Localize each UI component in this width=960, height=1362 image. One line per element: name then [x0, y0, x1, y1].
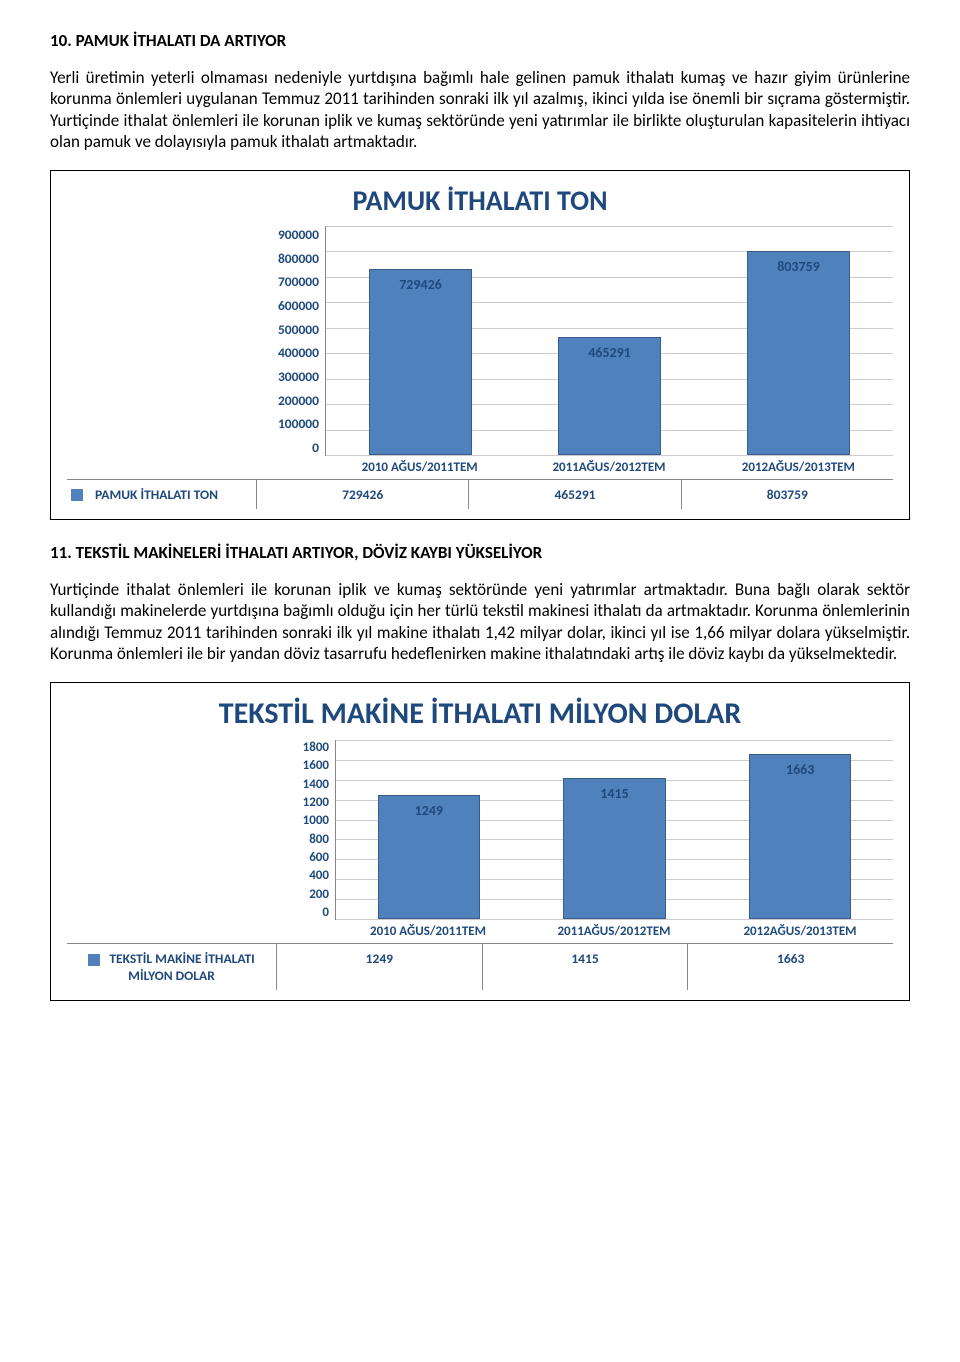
chart1-series-label: PAMUK İTHALATI TON: [67, 480, 257, 509]
chart2-yaxis: 1800 1600 1400 1200 1000 800 600 400 200 0: [285, 740, 335, 920]
ytick-label: 1200: [303, 795, 329, 810]
xtick-label: 2010 AĞUS/2011TEM: [335, 920, 521, 939]
ytick-label: 600000: [278, 297, 319, 314]
chart2-dt-2: 1663: [688, 944, 893, 990]
ytick-label: 600: [309, 850, 329, 865]
chart1-plot: 900000 800000 700000 600000 500000 400000 3000…: [265, 226, 893, 456]
xtick-label: 2012AĞUS/2013TEM: [707, 920, 893, 939]
bar: 803759: [747, 251, 851, 456]
gridline: [336, 919, 893, 920]
chart1-data-table: PAMUK İTHALATI TON 729426 465291 803759: [67, 479, 893, 509]
bar-cell: 803759: [704, 226, 893, 455]
bar-cell: 1249: [336, 740, 522, 919]
ytick-label: 1600: [303, 758, 329, 773]
xtick-label: 2012AĞUS/2013TEM: [704, 456, 893, 475]
bar-value-label: 729426: [370, 276, 472, 293]
ytick-label: 800: [309, 832, 329, 847]
chart1-title: PAMUK İTHALATI TON: [67, 183, 893, 218]
ytick-label: 100000: [278, 415, 319, 432]
bar: 729426: [369, 269, 473, 455]
bar: 1415: [563, 778, 665, 919]
chart2-legend-swatch: [88, 954, 100, 966]
ytick-label: 1400: [303, 777, 329, 792]
chart2-xaxis: 2010 AĞUS/2011TEM2011AĞUS/2012TEM2012AĞU…: [335, 920, 893, 939]
bar-cell: 729426: [326, 226, 515, 455]
bar-cell: 1415: [522, 740, 708, 919]
bar-value-label: 1415: [564, 785, 664, 802]
chart1-grid: 729426 465291 803759: [325, 226, 893, 456]
section10-paragraph: Yerli üretimin yeterli olmaması nedeniyl…: [50, 67, 910, 152]
chart1-dt-2: 803759: [682, 480, 893, 509]
bar-value-label: 1249: [379, 802, 479, 819]
chart2-container: TEKSTİL MAKİNE İTHALATI MİLYON DOLAR 180…: [50, 682, 910, 1001]
bar-cell: 1663: [707, 740, 893, 919]
bar-value-label: 465291: [559, 344, 661, 361]
ytick-label: 400: [309, 868, 329, 883]
chart1-legend-swatch: [71, 489, 83, 501]
bar: 1663: [749, 754, 851, 919]
ytick-label: 800000: [278, 250, 319, 267]
bar-value-label: 1663: [750, 761, 850, 778]
ytick-label: 900000: [278, 226, 319, 243]
chart2-title: TEKSTİL MAKİNE İTHALATI MİLYON DOLAR: [67, 695, 893, 732]
xtick-label: 2011AĞUS/2012TEM: [521, 920, 707, 939]
section10-heading: 10. PAMUK İTHALATI DA ARTIYOR: [50, 30, 910, 51]
xtick-label: 2011AĞUS/2012TEM: [514, 456, 703, 475]
ytick-label: 1000: [303, 813, 329, 828]
ytick-label: 1800: [303, 740, 329, 755]
chart2-grid: 1249 1415 1663: [335, 740, 893, 920]
bar: 1249: [378, 795, 480, 919]
chart1-dt-1: 465291: [469, 480, 681, 509]
ytick-label: 400000: [278, 344, 319, 361]
ytick-label: 300000: [278, 368, 319, 385]
bar: 465291: [558, 337, 662, 455]
chart2-plot: 1800 1600 1400 1200 1000 800 600 400 200 0 1249 14…: [285, 740, 893, 920]
chart1-series-text: PAMUK İTHALATI TON: [95, 486, 218, 503]
chart2-series-label: TEKSTİL MAKİNE İTHALATI MİLYON DOLAR: [67, 944, 277, 990]
chart2-data-table: TEKSTİL MAKİNE İTHALATI MİLYON DOLAR 124…: [67, 943, 893, 990]
chart1-xaxis: 2010 AĞUS/2011TEM2011AĞUS/2012TEM2012AĞU…: [325, 456, 893, 475]
chart2-dt-0: 1249: [277, 944, 483, 990]
bar-value-label: 803759: [748, 258, 850, 275]
ytick-label: 0: [312, 439, 319, 456]
chart1-dt-0: 729426: [257, 480, 469, 509]
section11-paragraph: Yurtiçinde ithalat önlemleri ile korunan…: [50, 579, 910, 664]
ytick-label: 500000: [278, 321, 319, 338]
chart1-container: PAMUK İTHALATI TON 900000 800000 700000 600…: [50, 170, 910, 520]
ytick-label: 200: [309, 887, 329, 902]
xtick-label: 2010 AĞUS/2011TEM: [325, 456, 514, 475]
chart2-series-text: TEKSTİL MAKİNE İTHALATI MİLYON DOLAR: [109, 950, 254, 984]
section11-heading: 11. TEKSTİL MAKİNELERİ İTHALATI ARTIYOR,…: [50, 542, 910, 563]
ytick-label: 700000: [278, 273, 319, 290]
gridline: [326, 455, 893, 456]
ytick-label: 200000: [278, 392, 319, 409]
chart2-dt-1: 1415: [483, 944, 689, 990]
bar-cell: 465291: [515, 226, 704, 455]
ytick-label: 0: [322, 905, 329, 920]
chart1-yaxis: 900000 800000 700000 600000 500000 400000 3000…: [265, 226, 325, 456]
